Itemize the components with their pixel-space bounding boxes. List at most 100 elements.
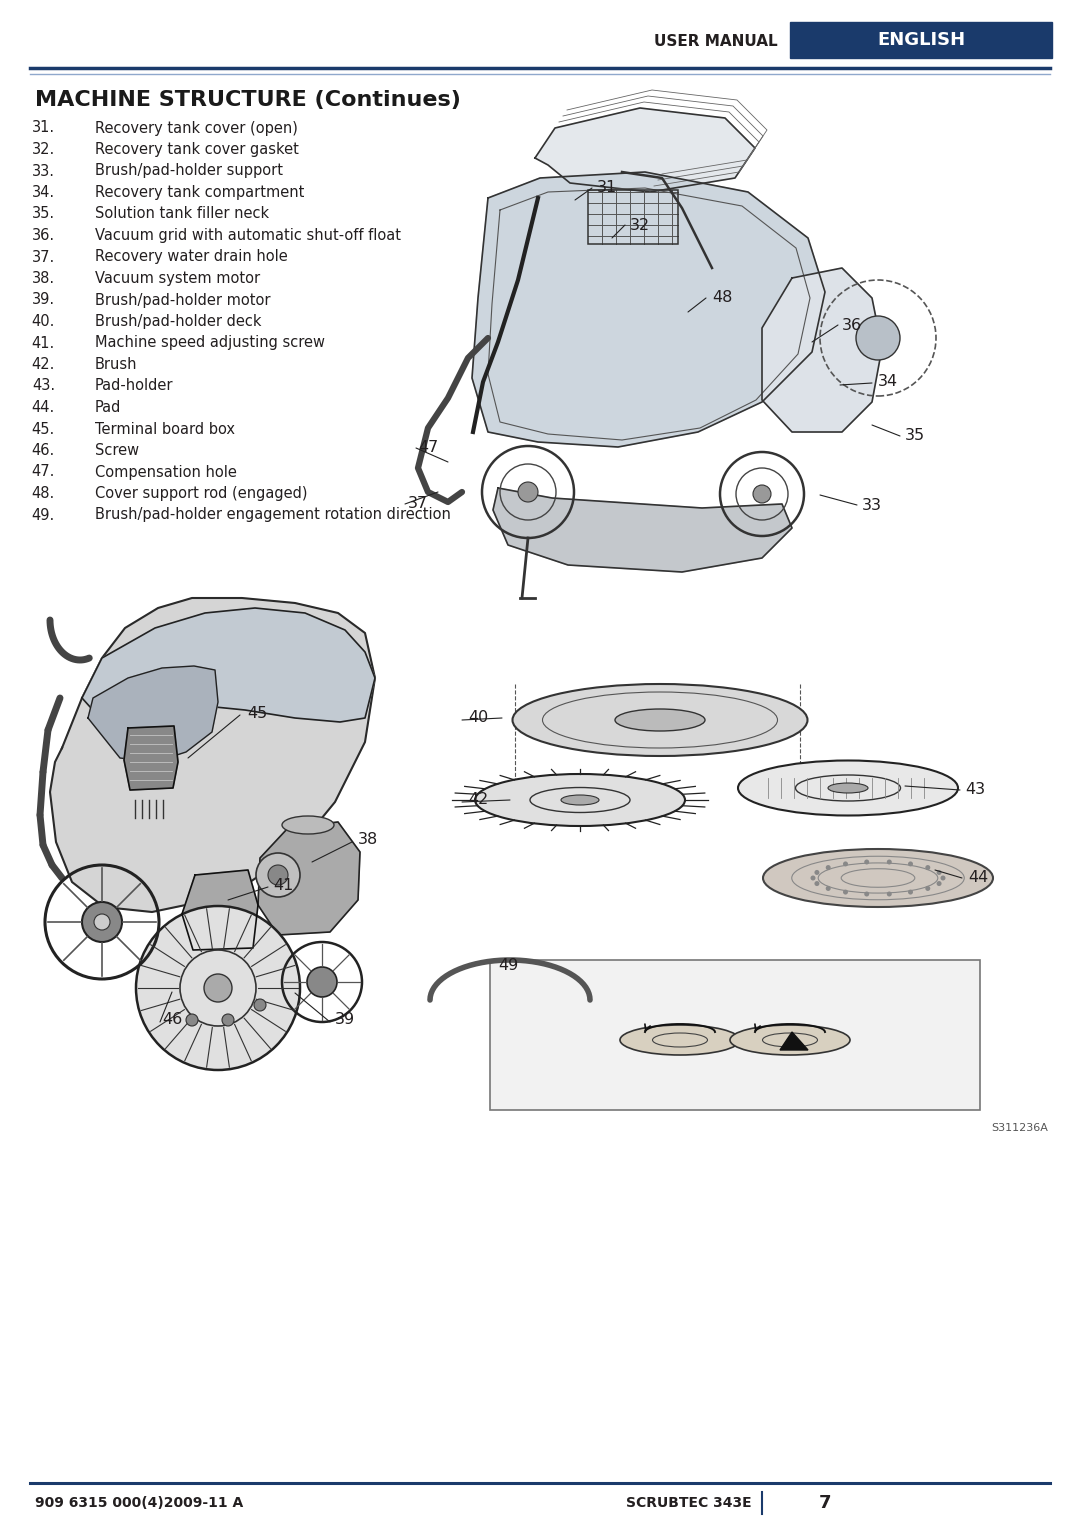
Text: 45.: 45.: [31, 421, 55, 437]
Circle shape: [753, 486, 771, 502]
Polygon shape: [124, 725, 178, 789]
Text: 39.: 39.: [32, 293, 55, 307]
Circle shape: [926, 866, 930, 870]
Text: 43.: 43.: [32, 379, 55, 394]
Circle shape: [518, 483, 538, 502]
Text: 46: 46: [162, 1012, 183, 1028]
Text: 44: 44: [968, 870, 988, 886]
Ellipse shape: [513, 684, 808, 756]
Circle shape: [887, 892, 892, 896]
Text: SCRUBTEC 343E: SCRUBTEC 343E: [626, 1496, 752, 1510]
Circle shape: [864, 860, 869, 864]
Circle shape: [936, 881, 942, 886]
Text: Cover support rod (engaged): Cover support rod (engaged): [95, 486, 308, 501]
Text: Terminal board box: Terminal board box: [95, 421, 235, 437]
Text: 37.: 37.: [31, 249, 55, 264]
Ellipse shape: [730, 1025, 850, 1055]
Polygon shape: [87, 666, 218, 762]
Text: 38.: 38.: [32, 270, 55, 286]
Circle shape: [843, 890, 848, 895]
Text: Recovery tank compartment: Recovery tank compartment: [95, 185, 305, 200]
Text: 909 6315 000(4)2009-11 A: 909 6315 000(4)2009-11 A: [35, 1496, 243, 1510]
Text: 32.: 32.: [31, 142, 55, 157]
Polygon shape: [535, 108, 755, 192]
Polygon shape: [50, 599, 375, 912]
FancyBboxPatch shape: [490, 960, 980, 1110]
Polygon shape: [780, 1032, 808, 1051]
Text: 49.: 49.: [31, 507, 55, 522]
Text: 47: 47: [418, 440, 438, 455]
Text: 32: 32: [630, 217, 650, 232]
Circle shape: [826, 866, 831, 870]
Text: 40.: 40.: [31, 315, 55, 328]
Text: S311236A: S311236A: [991, 1122, 1048, 1133]
Polygon shape: [762, 269, 882, 432]
Text: Brush/pad-holder motor: Brush/pad-holder motor: [95, 293, 270, 307]
Circle shape: [204, 974, 232, 1002]
Text: 42: 42: [468, 793, 488, 808]
Text: Pad-holder: Pad-holder: [95, 379, 174, 394]
Text: 42.: 42.: [31, 357, 55, 373]
Circle shape: [810, 875, 815, 881]
Text: 31: 31: [597, 180, 617, 195]
Circle shape: [941, 875, 945, 881]
Bar: [588, 189, 678, 244]
Text: Screw: Screw: [95, 443, 139, 458]
Text: Compensation hole: Compensation hole: [95, 464, 237, 479]
Text: Vacuum grid with automatic shut-off float: Vacuum grid with automatic shut-off floa…: [95, 228, 401, 243]
Circle shape: [136, 906, 300, 1070]
Circle shape: [256, 854, 300, 896]
Circle shape: [856, 316, 900, 360]
Text: ENGLISH: ENGLISH: [877, 31, 966, 49]
Text: 41: 41: [273, 878, 293, 892]
Polygon shape: [82, 608, 375, 722]
Circle shape: [826, 886, 831, 890]
Circle shape: [908, 890, 913, 895]
Circle shape: [887, 860, 892, 864]
Text: 39: 39: [335, 1012, 355, 1028]
Text: Solution tank filler neck: Solution tank filler neck: [95, 206, 269, 221]
Ellipse shape: [282, 815, 334, 834]
Text: Brush: Brush: [95, 357, 137, 373]
Text: 38: 38: [357, 832, 378, 847]
Text: 47.: 47.: [31, 464, 55, 479]
Circle shape: [864, 892, 869, 896]
Ellipse shape: [620, 1025, 740, 1055]
Polygon shape: [183, 870, 258, 950]
Text: Recovery tank cover gasket: Recovery tank cover gasket: [95, 142, 299, 157]
Circle shape: [926, 886, 930, 890]
Text: 35.: 35.: [32, 206, 55, 221]
Text: Pad: Pad: [95, 400, 121, 415]
Text: 33.: 33.: [32, 163, 55, 179]
Circle shape: [908, 861, 913, 866]
Text: 33: 33: [862, 498, 882, 513]
Text: 45: 45: [247, 705, 267, 721]
Ellipse shape: [762, 849, 993, 907]
Text: 34.: 34.: [32, 185, 55, 200]
Circle shape: [814, 870, 820, 875]
FancyBboxPatch shape: [789, 21, 1052, 58]
Text: Recovery water drain hole: Recovery water drain hole: [95, 249, 287, 264]
Text: Brush/pad-holder deck: Brush/pad-holder deck: [95, 315, 261, 328]
Text: Machine speed adjusting screw: Machine speed adjusting screw: [95, 336, 325, 351]
Ellipse shape: [561, 796, 599, 805]
Text: 46.: 46.: [31, 443, 55, 458]
Polygon shape: [492, 489, 792, 573]
Text: 36.: 36.: [32, 228, 55, 243]
Text: 36: 36: [842, 318, 862, 333]
Text: 48.: 48.: [31, 486, 55, 501]
Text: 40: 40: [468, 710, 488, 725]
Text: 44.: 44.: [31, 400, 55, 415]
Ellipse shape: [828, 783, 868, 793]
Text: Brush/pad-holder support: Brush/pad-holder support: [95, 163, 283, 179]
Text: 34: 34: [878, 374, 899, 389]
Circle shape: [936, 870, 942, 875]
Ellipse shape: [475, 774, 685, 826]
Text: Vacuum system motor: Vacuum system motor: [95, 270, 260, 286]
Circle shape: [222, 1014, 234, 1026]
Circle shape: [94, 915, 110, 930]
Text: 48: 48: [712, 290, 732, 305]
Text: Recovery tank cover (open): Recovery tank cover (open): [95, 121, 298, 136]
Polygon shape: [258, 822, 360, 935]
Ellipse shape: [738, 760, 958, 815]
